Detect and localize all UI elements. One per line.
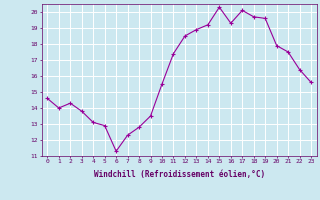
X-axis label: Windchill (Refroidissement éolien,°C): Windchill (Refroidissement éolien,°C) (94, 170, 265, 179)
